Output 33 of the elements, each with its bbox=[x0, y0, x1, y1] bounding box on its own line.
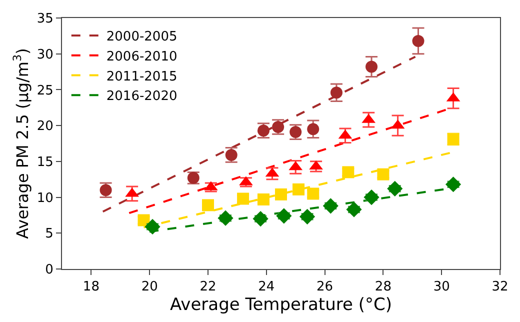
point bbox=[412, 34, 424, 47]
x-tick-label: 30 bbox=[433, 280, 450, 295]
point bbox=[387, 180, 403, 196]
point bbox=[144, 218, 160, 234]
point bbox=[322, 198, 338, 214]
point bbox=[366, 60, 378, 73]
legend-label: 2011-2015 bbox=[106, 69, 178, 84]
point bbox=[218, 210, 234, 226]
point bbox=[364, 189, 380, 206]
y-tick-label: 25 bbox=[36, 83, 54, 98]
y-tick-label: 0 bbox=[45, 262, 54, 278]
legend-label: 2016-2020 bbox=[106, 89, 178, 104]
x-tick-label: 24 bbox=[258, 280, 275, 295]
legend-label: 2006-2010 bbox=[106, 49, 178, 64]
point bbox=[299, 208, 316, 224]
point bbox=[346, 202, 362, 218]
x-tick-label: 22 bbox=[200, 280, 216, 295]
y-tick-label: 20 bbox=[36, 119, 54, 134]
point bbox=[445, 176, 462, 192]
y-tick-label: 35 bbox=[36, 12, 54, 27]
y-tick-label: 10 bbox=[36, 190, 54, 206]
y-tick-label: 15 bbox=[36, 154, 54, 170]
y-tick-label: 5 bbox=[45, 226, 54, 242]
x-tick-label: 28 bbox=[374, 280, 392, 295]
x-tick-label: 18 bbox=[82, 280, 100, 295]
y-tick-label: 30 bbox=[36, 47, 54, 62]
x-axis-title: Average Temperature (°C) bbox=[170, 295, 392, 315]
point bbox=[276, 208, 292, 224]
x-tick-label: 26 bbox=[316, 280, 334, 295]
x-tick-label: 32 bbox=[492, 280, 508, 295]
point bbox=[252, 211, 268, 227]
legend-label: 2000-2005 bbox=[106, 30, 178, 45]
x-tick-label: 20 bbox=[141, 280, 158, 295]
